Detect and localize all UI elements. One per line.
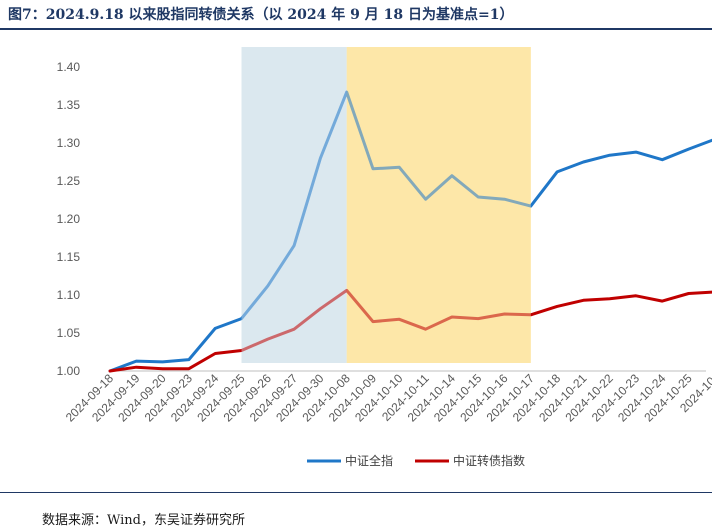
y-tick-label: 1.15 [57, 250, 81, 264]
y-tick-label: 1.20 [57, 212, 81, 226]
chart-title: 图7：2024.9.18 以来股指同转债关系（以 2024 年 9 月 18 日… [8, 7, 514, 23]
y-tick-label: 1.00 [57, 364, 81, 378]
y-tick-label: 1.35 [57, 98, 81, 112]
y-tick-label: 1.25 [57, 174, 81, 188]
y-tick-label: 1.40 [57, 60, 81, 74]
series-line-2 [108, 288, 712, 373]
shaded-region-overlay-2 [346, 47, 531, 363]
legend-label-2: 中证转债指数 [453, 453, 525, 468]
top-rule [0, 28, 712, 30]
y-tick-label: 1.05 [57, 326, 81, 340]
data-source: 数据来源：Wind，东吴证券研究所 [42, 513, 245, 528]
line-chart: 1.00 1.05 1.10 1.15 1.20 1.25 1.30 1.35 1.40 202… [57, 47, 712, 468]
x-tick-labels: 2024-09-182024-09-192024-09-202024-09-23… [63, 371, 712, 425]
y-tick-label: 1.30 [57, 136, 81, 150]
shaded-region-overlay-1 [241, 47, 347, 363]
shaded-region-2 [346, 47, 531, 363]
series-line-1 [108, 90, 712, 373]
legend-label-1: 中证全指 [345, 453, 393, 468]
series-lines [108, 47, 712, 373]
y-tick-label: 1.10 [57, 288, 81, 302]
shaded-region-1 [241, 47, 347, 363]
bottom-rule [0, 492, 712, 493]
y-tick-labels: 1.00 1.05 1.10 1.15 1.20 1.25 1.30 1.35 1.40 [57, 60, 81, 378]
shaded-regions [241, 47, 531, 363]
legend: 中证全指 中证转债指数 [307, 453, 525, 468]
